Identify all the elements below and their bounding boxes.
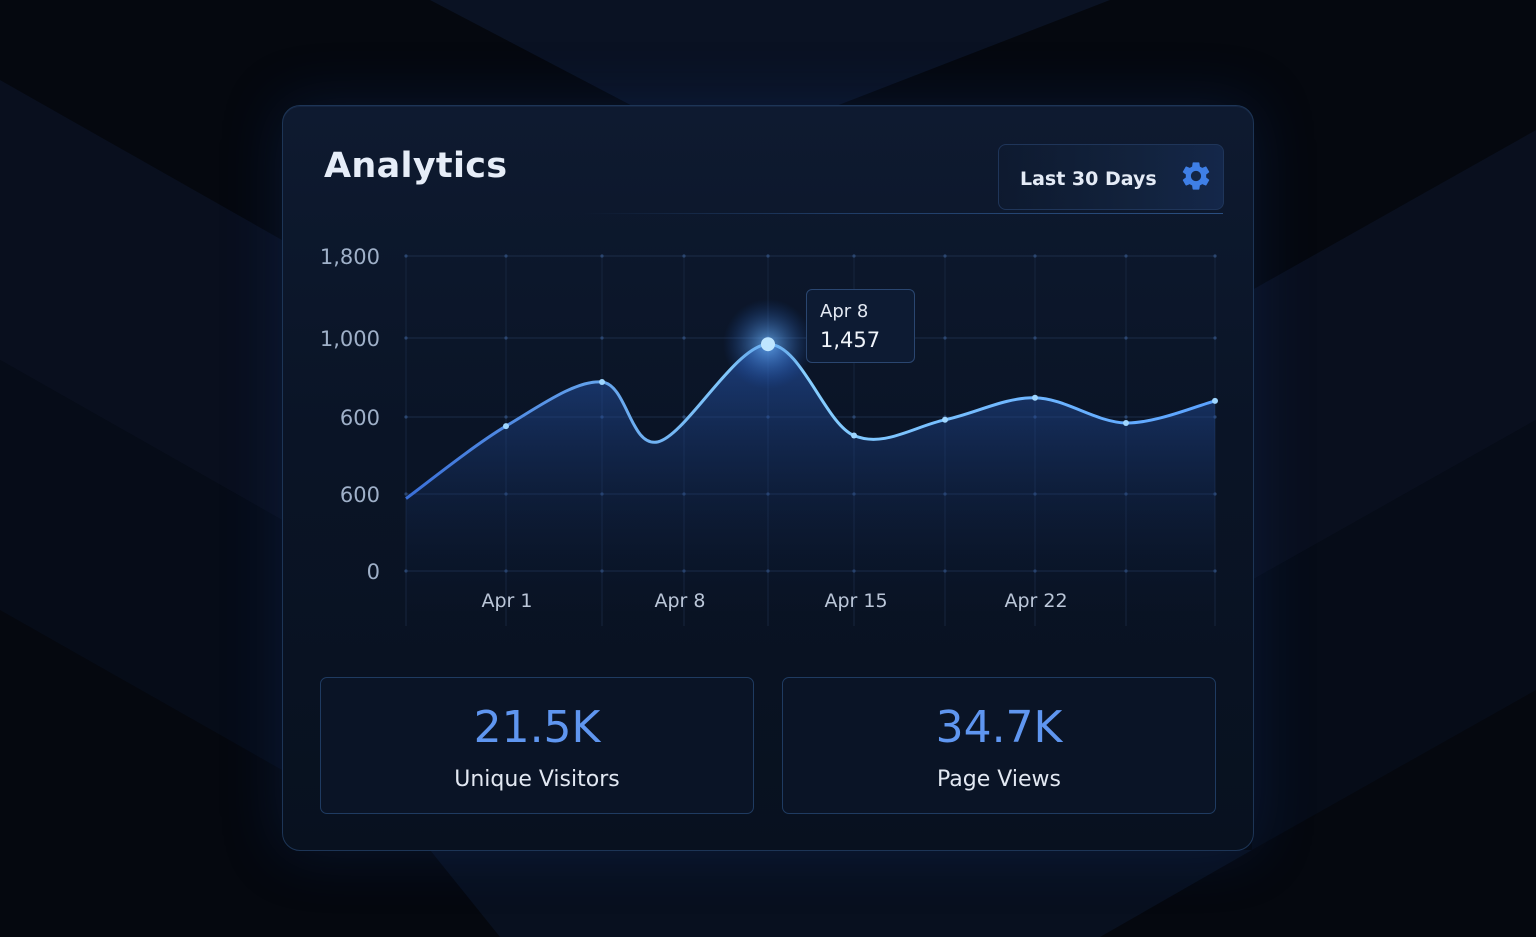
tooltip-value: 1,457 [820,328,881,352]
data-point [1212,397,1218,404]
data-point [503,423,509,430]
tooltip-date: Apr 8 [820,301,869,322]
stat-value: 34.7K [935,702,1063,753]
gear-icon[interactable] [1179,159,1213,193]
stat-card-unique-visitors: 21.5K Unique Visitors [320,677,754,814]
y-tick-label: 600 [340,483,380,507]
stat-card-page-views: 34.7K Page Views [782,677,1216,814]
data-point [1123,419,1129,426]
data-point [599,379,605,385]
stat-label: Page Views [937,767,1061,792]
chart-tooltip: Apr 8 1,457 [806,289,915,363]
data-point [942,416,948,423]
page-title: Analytics [324,146,508,186]
highlight-point [761,337,775,352]
analytics-card: Analytics Last 30 Days 1, [282,105,1254,851]
y-tick-label: 0 [367,560,380,584]
chart-area [406,344,1215,611]
y-tick-label: 1,000 [320,327,380,351]
date-range-selector[interactable]: Last 30 Days [998,144,1224,210]
stat-value: 21.5K [473,702,601,753]
y-tick-label: 1,800 [320,245,380,269]
date-range-label: Last 30 Days [1020,168,1157,190]
y-tick-label: 600 [340,406,380,430]
stat-label: Unique Visitors [454,767,620,792]
data-point [1032,394,1038,401]
data-point [851,432,857,439]
header-divider [583,213,1223,214]
